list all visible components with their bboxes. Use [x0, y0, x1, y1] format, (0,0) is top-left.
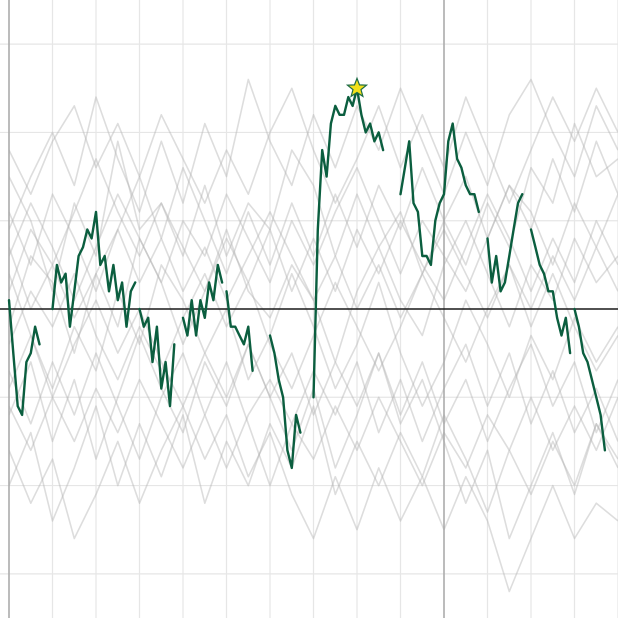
highlight-series-segment: [138, 307, 176, 408]
highlight-series-segment: [312, 87, 385, 399]
background-series-line: [8, 87, 618, 204]
highlight-series-segment: [486, 193, 524, 293]
background-series-group: [8, 78, 618, 593]
highlight-series-segment: [268, 334, 302, 470]
background-series-line: [8, 158, 618, 301]
highlight-series-segment: [181, 263, 224, 337]
peak-marker-group: [345, 76, 369, 98]
background-series-line: [8, 78, 618, 230]
background-series-line: [8, 211, 618, 319]
background-series-line: [8, 166, 618, 301]
highlight-series-segment: [573, 307, 607, 452]
peak-star-marker: [345, 76, 369, 98]
background-series-line: [8, 405, 618, 522]
highlight-series-segment: [399, 122, 480, 267]
highlight-series-group: [7, 87, 607, 470]
highlight-series-segment: [529, 228, 572, 355]
background-series-line: [8, 264, 618, 407]
background-series-line: [8, 140, 618, 293]
highlight-series-segment: [225, 290, 254, 372]
highlight-series-segment: [7, 299, 41, 417]
background-series-line: [8, 122, 618, 293]
background-series-line: [8, 405, 618, 593]
background-series-line: [8, 264, 618, 390]
background-series-line: [8, 299, 618, 443]
background-series-line: [8, 378, 618, 487]
highlight-series-segment: [51, 210, 137, 328]
